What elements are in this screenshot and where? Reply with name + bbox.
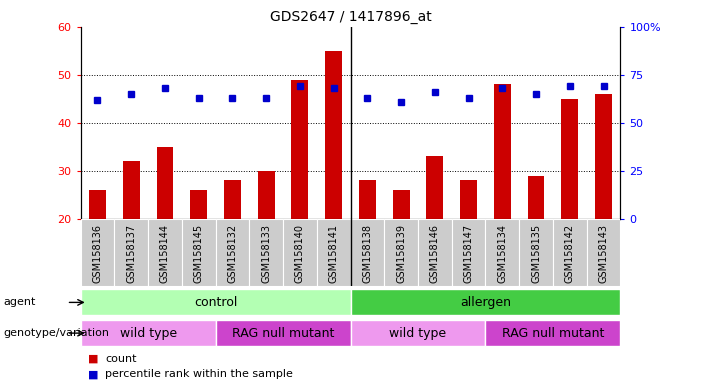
Bar — [451, 219, 485, 286]
Bar — [292, 79, 308, 219]
Bar — [81, 219, 114, 286]
Text: genotype/variation: genotype/variation — [4, 328, 109, 338]
Bar — [283, 219, 317, 286]
Text: GSM158133: GSM158133 — [261, 224, 271, 283]
Bar — [494, 84, 511, 219]
Text: GSM158139: GSM158139 — [396, 224, 406, 283]
Bar — [258, 171, 275, 219]
Bar — [156, 147, 173, 219]
Bar — [528, 176, 545, 219]
Text: RAG null mutant: RAG null mutant — [232, 327, 334, 339]
Bar — [123, 161, 139, 219]
Bar — [325, 51, 342, 219]
Text: ■: ■ — [88, 354, 98, 364]
Text: allergen: allergen — [460, 296, 511, 309]
Text: percentile rank within the sample: percentile rank within the sample — [105, 369, 293, 379]
Bar — [384, 219, 418, 286]
Text: wild type: wild type — [120, 327, 177, 339]
Text: control: control — [194, 296, 237, 309]
Text: GSM158136: GSM158136 — [93, 224, 102, 283]
Text: GSM158132: GSM158132 — [227, 224, 238, 283]
Text: GSM158142: GSM158142 — [565, 224, 575, 283]
Bar — [359, 180, 376, 219]
Bar — [224, 180, 241, 219]
Text: GSM158143: GSM158143 — [599, 224, 608, 283]
Bar — [81, 290, 350, 315]
Bar — [216, 320, 350, 346]
Bar — [519, 219, 553, 286]
Text: GSM158144: GSM158144 — [160, 224, 170, 283]
Bar — [460, 180, 477, 219]
Text: count: count — [105, 354, 137, 364]
Text: GSM158140: GSM158140 — [295, 224, 305, 283]
Bar — [595, 94, 612, 219]
Text: ■: ■ — [88, 369, 98, 379]
Bar — [148, 219, 182, 286]
Bar — [114, 219, 148, 286]
Text: GSM158137: GSM158137 — [126, 224, 136, 283]
Text: GSM158141: GSM158141 — [329, 224, 339, 283]
Bar — [562, 99, 578, 219]
Text: GDS2647 / 1417896_at: GDS2647 / 1417896_at — [270, 10, 431, 23]
Bar — [350, 320, 485, 346]
Bar — [350, 290, 620, 315]
Text: GSM158138: GSM158138 — [362, 224, 372, 283]
Text: GSM158135: GSM158135 — [531, 224, 541, 283]
Bar — [317, 219, 350, 286]
Text: RAG null mutant: RAG null mutant — [502, 327, 604, 339]
Text: wild type: wild type — [390, 327, 447, 339]
Bar — [182, 219, 216, 286]
Bar — [216, 219, 250, 286]
Text: GSM158146: GSM158146 — [430, 224, 440, 283]
Bar — [485, 320, 620, 346]
Bar — [190, 190, 207, 219]
Bar — [418, 219, 451, 286]
Text: GSM158147: GSM158147 — [463, 224, 474, 283]
Bar — [426, 157, 443, 219]
Text: agent: agent — [4, 297, 36, 308]
Text: GSM158145: GSM158145 — [193, 224, 204, 283]
Bar — [250, 219, 283, 286]
Bar — [587, 219, 620, 286]
Bar — [81, 320, 216, 346]
Bar — [485, 219, 519, 286]
Text: GSM158134: GSM158134 — [497, 224, 508, 283]
Bar — [393, 190, 409, 219]
Bar — [350, 219, 384, 286]
Bar — [553, 219, 587, 286]
Bar — [89, 190, 106, 219]
